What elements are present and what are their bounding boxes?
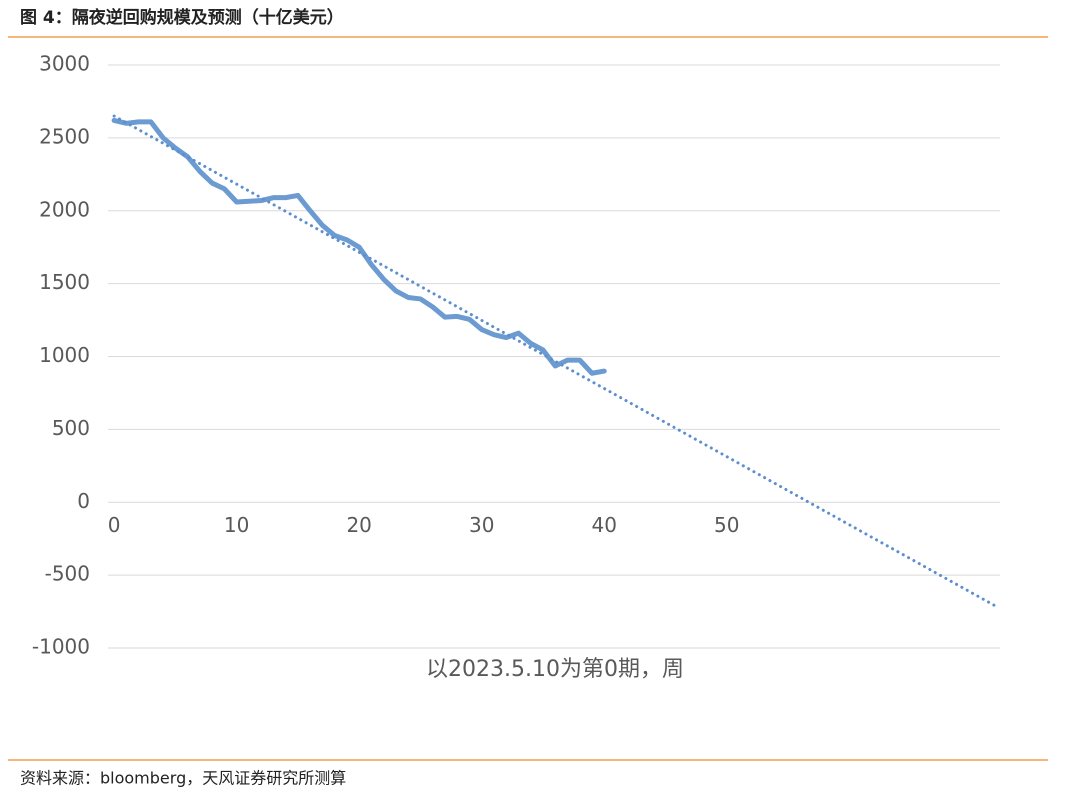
y-tick-label: 2000 bbox=[39, 197, 90, 221]
data-line bbox=[112, 114, 998, 608]
x-tick-label: 0 bbox=[108, 513, 121, 537]
y-tick-label: 3000 bbox=[39, 52, 90, 76]
data-line bbox=[111, 117, 607, 376]
source-note: 资料来源：bloomberg，天风证券研究所测算 bbox=[20, 769, 346, 788]
x-axis-label: 以2023.5.10为第0期，周 bbox=[426, 657, 684, 682]
y-tick-label: 0 bbox=[77, 489, 90, 513]
y-tick-label: 2500 bbox=[39, 124, 90, 148]
y-tick-label: -1000 bbox=[32, 635, 90, 659]
x-tick-label: 50 bbox=[714, 513, 739, 537]
x-tick-label: 20 bbox=[346, 513, 371, 537]
y-tick-label: 500 bbox=[52, 416, 90, 440]
y-tick-label: 1000 bbox=[39, 343, 90, 367]
x-tick-label: 40 bbox=[592, 513, 617, 537]
chart-title: 图 4：隔夜逆回购规模及预测（十亿美元） bbox=[20, 7, 344, 28]
y-tick-label: -500 bbox=[45, 562, 90, 586]
x-tick-label: 10 bbox=[224, 513, 249, 537]
y-tick-label: 1500 bbox=[39, 270, 90, 294]
x-tick-label: 30 bbox=[469, 513, 494, 537]
